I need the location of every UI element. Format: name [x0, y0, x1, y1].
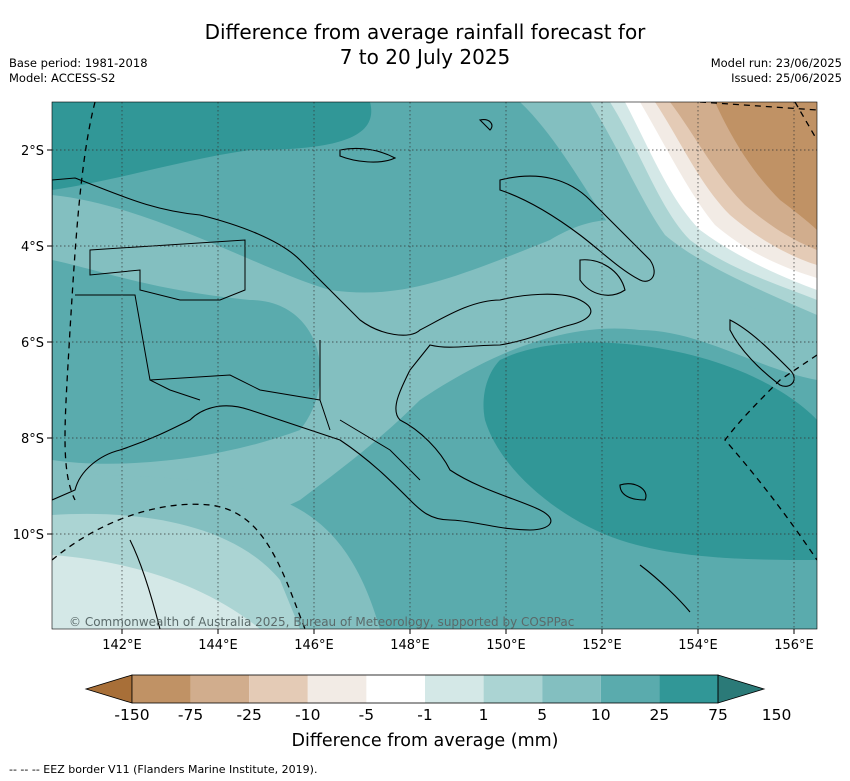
province-borders	[75, 239, 421, 481]
colorbar-tick-label: -5	[358, 706, 375, 724]
colorbar	[84, 674, 766, 704]
copyright-notice: © Commonwealth of Australia 2025, Bureau…	[69, 615, 574, 629]
colorbar-tick-label: 1	[478, 706, 489, 724]
colorbar-title: Difference from average (mm)	[291, 731, 559, 751]
model-run: Model run: 23/06/2025	[710, 56, 842, 70]
png-mainland	[52, 177, 592, 531]
colorbar-segment	[132, 675, 191, 703]
colorbar-arrow-low	[84, 674, 133, 704]
colorbar-segment	[483, 675, 543, 703]
meta-left: Base period: 1981-2018 Model: ACCESS-S2	[9, 56, 148, 86]
lat-label: 10°S	[13, 528, 44, 543]
band-north-75	[52, 102, 372, 190]
colorbar-tick-label: -25	[236, 706, 262, 724]
manus	[339, 147, 397, 163]
map-title: Difference from average rainfall forecas…	[0, 20, 850, 70]
small-island	[478, 119, 493, 131]
lon-label: 148°E	[390, 638, 430, 653]
colorbar-tick-label: 5	[537, 706, 548, 724]
colorbar-segment	[249, 675, 308, 703]
coastlines	[52, 119, 795, 629]
axis-labels: 2°S 4°S 6°S 8°S 10°S 142°E 144°E 146°E 1…	[13, 144, 814, 653]
colorbar-segment	[366, 675, 425, 703]
lat-label: 8°S	[21, 432, 44, 447]
colorbar-segment	[542, 675, 601, 703]
islet-east	[619, 483, 647, 501]
colorbar-tick-label: -150	[114, 706, 150, 724]
cape-york	[129, 539, 161, 629]
model-name: Model: ACCESS-S2	[9, 71, 116, 85]
eez-legend-note: -- -- -- EEZ border V11 (Flanders Marine…	[9, 763, 318, 776]
title-line-1: Difference from average rainfall forecas…	[204, 20, 646, 44]
colorbar-tick-label: -75	[177, 706, 204, 724]
colorbar-frame	[131, 674, 719, 704]
colorbar-segment	[600, 675, 660, 703]
colorbar-tick-label: -1	[417, 706, 433, 724]
issued-date: Issued: 25/06/2025	[731, 71, 842, 85]
band-10-25	[52, 195, 817, 524]
lon-label: 142°E	[102, 638, 142, 653]
colorbar-tick-label: 10	[590, 706, 611, 724]
graticule	[52, 102, 817, 629]
axis-ticks	[47, 149, 795, 634]
band-south-1	[52, 555, 260, 629]
lon-label: 152°E	[582, 638, 622, 653]
eez-borders	[52, 102, 817, 629]
lon-label: 150°E	[486, 638, 526, 653]
map-frame	[51, 101, 818, 630]
rainfall-field	[52, 102, 817, 629]
meta-right: Model run: 23/06/2025 Issued: 25/06/2025	[711, 56, 842, 86]
band-east-75	[483, 342, 817, 560]
colorbar-tick-label: 75	[708, 706, 728, 724]
colorbar-segment	[425, 675, 484, 703]
louisiade	[639, 564, 691, 613]
colorbar-tick-label: -10	[295, 706, 321, 724]
lat-label: 4°S	[21, 240, 44, 255]
colorbar-tick-label: 25	[649, 706, 670, 724]
colorbar-segment	[190, 675, 250, 703]
lon-label: 156°E	[774, 638, 814, 653]
lat-label: 6°S	[21, 336, 44, 351]
band-ne-m75	[715, 102, 817, 230]
title-line-2: 7 to 20 July 2025	[339, 45, 511, 69]
base-period: Base period: 1981-2018	[9, 56, 148, 70]
new-britain	[499, 175, 655, 282]
colorbar-segment	[307, 675, 367, 703]
lat-label: 2°S	[21, 144, 44, 159]
lon-label: 144°E	[198, 638, 238, 653]
solomon-island	[729, 319, 795, 387]
colorbar-arrow-high	[717, 674, 766, 704]
lon-label: 154°E	[678, 638, 718, 653]
colorbar-segment	[659, 675, 718, 703]
bougainville	[579, 259, 626, 296]
colorbar-tick-label: 150	[761, 706, 792, 724]
lon-label: 146°E	[294, 638, 334, 653]
